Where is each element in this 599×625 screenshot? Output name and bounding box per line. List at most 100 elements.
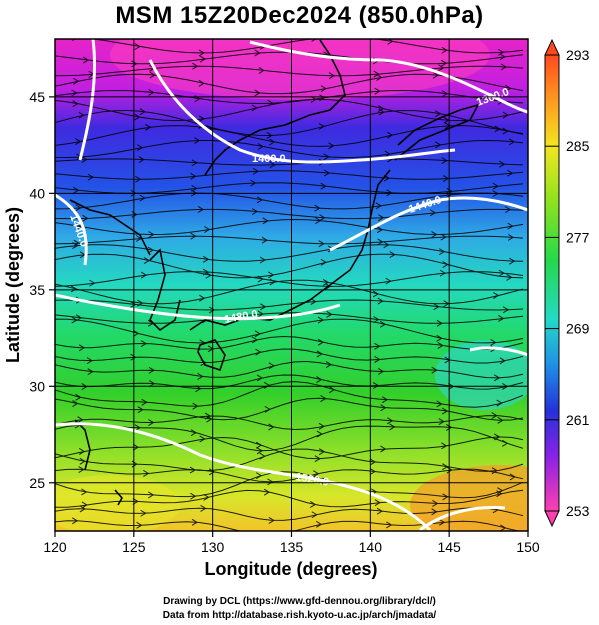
colorbar-bottom-arrow [544, 510, 560, 528]
streamline [55, 381, 524, 408]
streamline [55, 448, 524, 472]
streamline-arrow [328, 386, 336, 394]
streamline-arrow [81, 501, 88, 509]
streamline-arrow [257, 310, 264, 318]
streamline-arrow [139, 194, 146, 202]
streamline-arrow [263, 381, 271, 389]
streamline-arrow [191, 518, 199, 526]
streamline-arrow [496, 490, 503, 498]
streamline-arrow [89, 279, 96, 287]
streamline-arrow [136, 521, 143, 529]
streamline-arrow [315, 520, 323, 528]
streamline-arrow [507, 222, 514, 230]
streamline-arrow [438, 518, 446, 526]
height-contours [55, 39, 528, 531]
streamline-arrow [202, 255, 210, 263]
x-tick-label: 145 [437, 539, 461, 555]
streamline-arrow [491, 467, 498, 475]
streamline-arrow [507, 233, 515, 241]
streamline-arrow [493, 292, 500, 299]
streamline-arrow [435, 141, 442, 149]
streamline-arrow [435, 110, 442, 118]
streamline-arrow [251, 208, 259, 215]
streamline-arrow [140, 340, 148, 348]
streamline-arrow [317, 338, 325, 346]
streamline-arrow [260, 303, 267, 311]
streamline-arrow [267, 478, 274, 486]
x-tick-label: 140 [359, 539, 383, 555]
streamline-arrow [316, 430, 323, 438]
streamline-arrow [389, 423, 396, 431]
streamline-arrow [498, 315, 505, 322]
streamline-arrow [490, 339, 497, 346]
streamline [55, 158, 524, 166]
streamline-arrow [372, 382, 380, 389]
streamline-arrow [441, 46, 448, 54]
streamline-arrow [497, 416, 504, 424]
streamline-arrow [141, 398, 148, 406]
streamline-arrow [194, 137, 201, 144]
streamline-arrow [190, 172, 197, 180]
streamline-arrow [502, 111, 509, 119]
streamline-arrow [318, 240, 325, 248]
streamline-arrow [373, 70, 380, 78]
streamline-arrow [369, 468, 377, 475]
streamline-arrow [326, 310, 333, 318]
streamline-arrow [499, 53, 506, 61]
colorbar-top-arrow [544, 38, 560, 56]
streamline-arrow [376, 507, 384, 515]
streamline-arrow [266, 132, 273, 139]
streamline-arrow [250, 179, 257, 187]
streamline [55, 51, 524, 65]
streamline-arrow [262, 217, 269, 225]
streamline-arrow [203, 493, 210, 501]
streamline-arrow [328, 142, 335, 150]
streamline-arrow [504, 206, 512, 214]
streamline-arrow [149, 380, 156, 388]
streamline-arrow [377, 367, 385, 375]
streamline-arrow [433, 303, 440, 311]
streamline-arrow [310, 501, 317, 508]
streamline-arrow [204, 412, 212, 420]
streamline-arrow [443, 300, 450, 308]
streamline-arrow [441, 442, 448, 450]
colorbar-tick-label: 277 [566, 229, 590, 245]
colorbar-tick-label: 253 [566, 503, 590, 519]
streamline-arrow [377, 105, 385, 113]
streamline-arrow [323, 153, 330, 161]
streamline-arrow [77, 416, 84, 424]
x-tick-label: 125 [122, 539, 146, 555]
x-tick-label: 120 [43, 539, 67, 555]
streamline-arrow [502, 127, 509, 135]
streamline-arrow [325, 361, 333, 369]
y-tick-label: 30 [29, 378, 45, 394]
streamline-arrow [374, 356, 381, 363]
streamline-arrow [190, 429, 197, 437]
streamline-arrow [198, 49, 205, 57]
streamline-arrow [383, 241, 390, 249]
streamline-arrow [494, 433, 501, 441]
streamline-arrow [133, 329, 140, 337]
streamline-arrow [442, 493, 449, 501]
streamline-arrow [255, 348, 262, 356]
streamline [55, 318, 524, 344]
streamline-arrow [147, 246, 154, 254]
colorbar-tick-label: 293 [566, 47, 590, 63]
streamline-arrow [505, 84, 512, 92]
streamline [55, 360, 524, 379]
streamline-arrow [134, 43, 141, 50]
streamline-arrow [320, 182, 327, 190]
streamline-arrow [441, 157, 448, 165]
streamline-arrow [204, 226, 211, 233]
colorbar-tick-label: 261 [566, 412, 590, 428]
streamline [55, 170, 524, 180]
streamline-arrow [131, 60, 138, 68]
streamline-arrow [316, 376, 323, 384]
streamline-arrow [442, 261, 449, 268]
streamline-arrow [82, 56, 90, 64]
streamline-arrow [502, 306, 510, 314]
streamline-arrow [494, 125, 501, 133]
streamline [55, 374, 524, 390]
streamline-arrow [311, 511, 318, 519]
streamline-arrow [192, 62, 199, 70]
